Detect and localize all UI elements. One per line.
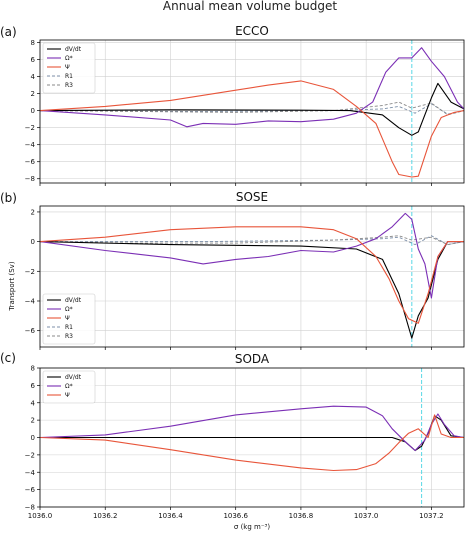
y-tick-label: 6: [31, 56, 36, 64]
series-psi: [40, 414, 464, 472]
series-r1: [40, 103, 464, 115]
legend-box: [42, 293, 96, 345]
series-omega: [40, 405, 464, 452]
legend-label-omega: Ω*: [65, 383, 73, 390]
y-tick-label: −8: [25, 504, 35, 512]
series-r1: [40, 235, 464, 246]
y-tick-label: 2: [31, 208, 35, 216]
y-tick-label: −2: [25, 451, 35, 459]
legend-label-r1: R1: [65, 73, 73, 80]
y-tick-label: 0: [31, 238, 35, 246]
x-tick-label: 1037.2: [419, 512, 444, 520]
chart-panels: ECCO(a)−8−6−4−202468dV/dtΩ*ΨR1R3SOSE(b)−…: [0, 24, 465, 520]
y-tick-label: 2: [31, 90, 35, 98]
series-psi: [40, 80, 464, 178]
legend-label-omega: Ω*: [65, 306, 73, 313]
y-tick-label: −2: [25, 124, 35, 132]
plot-frame: [39, 39, 465, 184]
series-r3: [40, 235, 464, 246]
panel-sose: SOSE (b) −6 −4 −2 0 2 dV/dt Ω* Ψ R1 R3: [0, 190, 465, 350]
x-axis-label: σ (kg m⁻³): [234, 523, 270, 531]
series-dVdt: [40, 82, 464, 136]
x-tick-label: 1036.4: [158, 512, 183, 520]
series-psi: [40, 226, 464, 324]
plot-area: [40, 368, 464, 507]
panel-title: ECCO: [235, 24, 269, 38]
series-dVdt: [40, 241, 464, 339]
y-tick-label: 8: [31, 39, 35, 47]
figure-title: Annual mean volume budget: [163, 0, 337, 13]
y-tick-label: −4: [25, 469, 36, 477]
panel-label: (a): [0, 25, 17, 39]
panel-soda: SODA (c) 1036.0 1036.2 1036.4 1036.6 1036.8 103…: [0, 351, 465, 520]
series-r3: [40, 101, 464, 116]
legend: dV/dt Ω* Ψ R1 R3: [42, 42, 96, 94]
x-tick-label: 1036.6: [223, 512, 248, 520]
legend-label-dVdt: dV/dt: [65, 374, 82, 381]
y-tick-label: 6: [31, 382, 36, 390]
panel-label: (b): [0, 191, 17, 205]
panel-label: (c): [0, 351, 16, 365]
y-axis-label: Transport (Sv): [8, 261, 16, 311]
plot-frame: [39, 205, 465, 348]
y-tick-label: 0: [31, 434, 35, 442]
y-tick-label: 4: [31, 73, 36, 81]
legend-label-r3: R3: [65, 333, 73, 340]
y-tick-label: 0: [31, 107, 35, 115]
series-dVdt: [40, 415, 464, 452]
legend-box: [42, 42, 96, 94]
x-tick-label: 1037.0: [354, 512, 379, 520]
x-tick-label: 1036.2: [93, 512, 118, 520]
series-omega: [40, 212, 464, 299]
y-tick-label: −8: [25, 175, 35, 183]
legend: dV/dt Ω* Ψ R1 R3: [42, 293, 96, 345]
legend-label-dVdt: dV/dt: [65, 46, 82, 53]
legend-label-dVdt: dV/dt: [65, 297, 82, 304]
x-tick-label: 1036.8: [289, 512, 314, 520]
y-tick-label: 8: [31, 365, 35, 373]
y-tick-label: 4: [31, 399, 36, 407]
y-tick-label: −4: [25, 297, 36, 305]
y-tick-label: −6: [25, 158, 36, 166]
plot-area: [40, 40, 464, 183]
y-tick-label: −4: [25, 141, 36, 149]
legend-label-omega: Ω*: [65, 55, 73, 62]
legend-label-psi: Ψ: [65, 315, 70, 322]
panel-title: SODA: [235, 352, 270, 366]
y-tick-label: −2: [25, 268, 35, 276]
series-omega: [40, 47, 464, 128]
legend: dV/dt Ω* Ψ: [42, 370, 96, 404]
panel-ecco: ECCO (a) −8 −6 −4 −2 0 2 4 6 8 dV/dt Ω* Ψ R1 R3: [0, 24, 465, 186]
y-tick-label: −6: [25, 327, 36, 335]
legend-label-r3: R3: [65, 82, 73, 89]
y-tick-label: 2: [31, 417, 35, 425]
x-tick-label: 1036.0: [28, 512, 53, 520]
plot-frame: [39, 367, 465, 508]
legend-label-r1: R1: [65, 324, 73, 331]
panel-title: SOSE: [236, 190, 268, 204]
legend-label-psi: Ψ: [65, 64, 70, 71]
plot-area: [40, 206, 464, 347]
y-tick-label: −6: [25, 486, 36, 494]
legend-label-psi: Ψ: [65, 392, 70, 399]
